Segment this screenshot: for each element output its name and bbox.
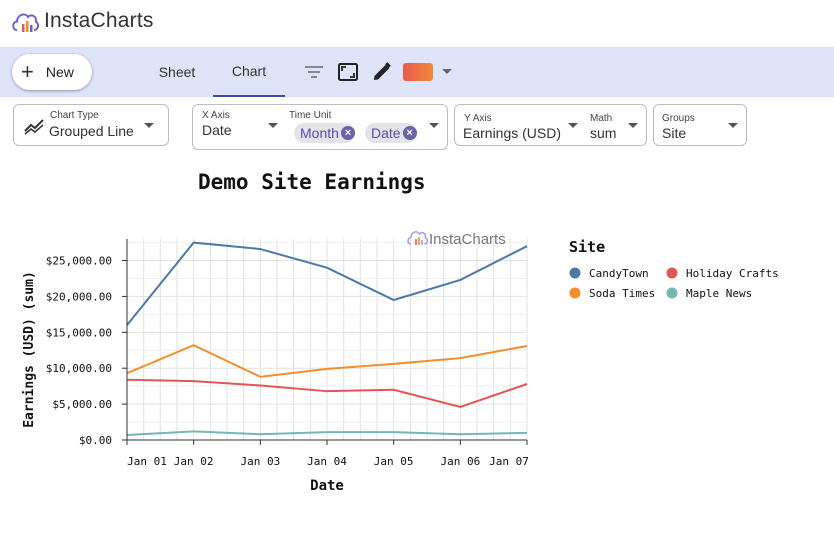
y-axis-label: Y Axis: [464, 113, 492, 124]
close-icon[interactable]: ×: [402, 126, 417, 140]
x-tick-label: Jan 03: [240, 455, 280, 468]
series-line-holiday-crafts: [126, 378, 528, 409]
y-tick-label: $20,000.00: [46, 290, 112, 303]
math-value: sum: [590, 125, 617, 141]
chart-watermark: InstaCharts: [407, 231, 506, 248]
chart-legend: Site CandyTown Soda Times Holiday Crafts Map…: [569, 238, 779, 300]
time-unit-chip-date[interactable]: Date ×: [365, 123, 417, 143]
legend-label: Maple News: [686, 287, 752, 300]
fullscreen-icon[interactable]: [337, 61, 359, 83]
x-tick-label: Jan 02: [174, 455, 214, 468]
chevron-down-icon: [144, 123, 154, 128]
y-tick-label: $25,000.00: [46, 255, 112, 268]
chart-series-lines: [126, 241, 528, 436]
legend-swatch: [569, 287, 581, 299]
line-chart-icon: [24, 119, 44, 135]
x-tick-label: Jan 04: [307, 455, 347, 468]
x-tick-label: Jan 01: [127, 455, 167, 468]
watermark-text: InstaCharts: [429, 231, 506, 248]
chip-label: Date: [371, 125, 401, 141]
new-button[interactable]: + New: [12, 54, 92, 90]
legend-swatch: [569, 267, 581, 279]
x-axis-label: X Axis: [202, 110, 230, 121]
chart-grid: [126, 239, 528, 441]
math-label: Math: [590, 113, 613, 124]
color-palette-swatch[interactable]: [403, 63, 433, 81]
legend-swatch: [666, 287, 678, 299]
plus-icon: +: [21, 59, 34, 84]
tab-chart[interactable]: Chart: [213, 47, 285, 97]
cloud-chart-icon: [407, 231, 429, 245]
chevron-down-icon: [628, 123, 638, 128]
series-line-candytown: [126, 241, 528, 326]
series-line-maple-news: [126, 430, 528, 436]
legend-title: Site: [569, 238, 605, 256]
x-tick-label: Jan 05: [374, 455, 414, 468]
chevron-down-icon: [568, 123, 578, 128]
chart-axes: $0.00 $5,000.00 $10,000.00 $15,000.00 $20,00…: [22, 239, 529, 494]
app-name: InstaCharts: [44, 9, 154, 32]
chip-label: Month: [300, 125, 339, 141]
groups-value: Site: [662, 125, 687, 141]
chart-type-label: Chart Type: [50, 110, 99, 121]
legend-label: Holiday Crafts: [686, 267, 779, 280]
cloud-chart-icon: [12, 13, 40, 32]
chart-type-value: Grouped Line: [49, 123, 134, 139]
y-tick-label: $5,000.00: [52, 398, 112, 411]
y-tick-label: $10,000.00: [46, 362, 112, 375]
legend-label: CandyTown: [589, 267, 649, 280]
x-axis-select[interactable]: X Axis Date: [193, 105, 285, 149]
time-unit-chip-month[interactable]: Month ×: [294, 123, 355, 143]
filter-icon[interactable]: [303, 61, 325, 83]
chevron-down-icon[interactable]: [442, 69, 452, 74]
y-axis-select[interactable]: Y Axis Earnings (USD): [455, 105, 583, 145]
close-icon[interactable]: ×: [340, 126, 355, 140]
chevron-down-icon: [268, 123, 278, 128]
time-unit-chevron-down-icon[interactable]: [429, 123, 439, 128]
y-tick-label: $0.00: [79, 434, 112, 447]
y-axis-title: Earnings (USD) (sum): [22, 271, 37, 428]
x-axis-title: Date: [310, 478, 344, 494]
time-unit-label: Time Unit: [289, 110, 332, 121]
x-tick-label: Jan 07: [489, 455, 529, 468]
chart-type-select[interactable]: Chart Type Grouped Line: [13, 104, 169, 146]
x-axis-group: X Axis Date Time Unit Month × Date ×: [192, 104, 448, 150]
y-axis-value: Earnings (USD): [463, 125, 562, 141]
legend-label: Soda Times: [589, 287, 655, 300]
y-tick-label: $15,000.00: [46, 326, 112, 339]
series-line-soda-times: [126, 344, 528, 378]
app-header: InstaCharts: [0, 0, 834, 47]
new-button-label: New: [45, 64, 74, 80]
groups-label: Groups: [662, 113, 695, 124]
math-select[interactable]: Math sum: [585, 105, 647, 145]
x-tick-label: Jan 06: [440, 455, 480, 468]
groups-select[interactable]: Groups Site: [653, 104, 747, 146]
chevron-down-icon: [728, 123, 738, 128]
app-logo[interactable]: InstaCharts: [10, 6, 154, 36]
pencil-icon[interactable]: [371, 61, 393, 83]
legend-swatch: [666, 267, 678, 279]
y-axis-group: Y Axis Earnings (USD) Math sum: [454, 104, 647, 146]
tab-sheet[interactable]: Sheet: [158, 64, 196, 80]
x-axis-value: Date: [202, 122, 232, 138]
toolbar: + New Sheet Chart: [0, 47, 834, 97]
chart-title: Demo Site Earnings: [198, 170, 426, 194]
